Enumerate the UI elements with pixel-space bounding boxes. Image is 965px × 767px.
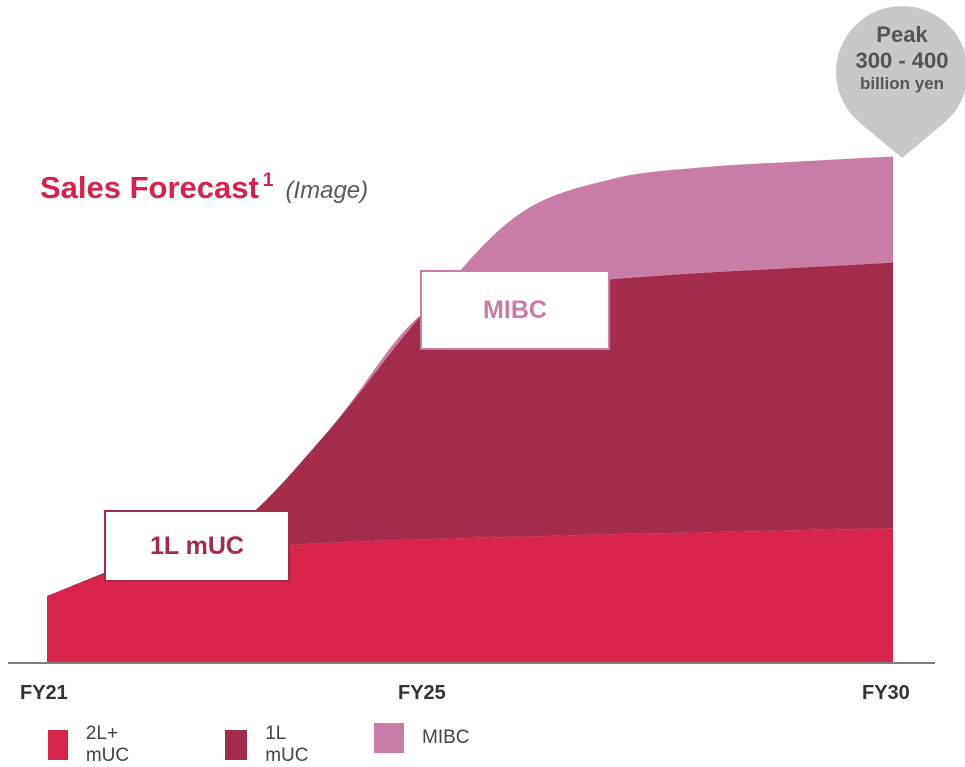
peak-label: Peak <box>876 22 928 47</box>
legend-item-mibc: MIBC <box>374 723 470 753</box>
x-tick-fy30: FY30 <box>862 682 910 704</box>
legend-item-1l-muc: 1L mUC <box>225 723 316 767</box>
legend-label-mibc: MIBC <box>422 727 470 748</box>
peak-callout: Peak 300 - 400 billion yen <box>836 22 965 94</box>
area-mibc <box>47 156 893 596</box>
stacked-areas <box>47 156 893 663</box>
peak-range: 300 - 400 <box>855 47 949 73</box>
legend-swatch-1l-muc <box>225 730 248 760</box>
chart-title-footnote: 1 <box>262 170 274 191</box>
x-tick-fy25: FY25 <box>398 682 446 704</box>
legend-label-2l-muc: 2L+ mUC <box>85 723 130 766</box>
chart-title: Sales Forecast 1 (Image) <box>40 170 368 206</box>
legend-label-1l-muc: 1L mUC <box>265 723 309 766</box>
x-tick-fy21: FY21 <box>20 682 68 704</box>
legend-item-2l-muc: 2L+ mUC <box>48 723 139 767</box>
legend-swatch-2l-muc <box>48 730 68 760</box>
peak-unit: billion yen <box>859 73 945 93</box>
annotation-1l-muc: 1L mUC <box>104 510 290 582</box>
annotation-mibc: MIBC <box>420 270 610 350</box>
legend-swatch-mibc <box>374 723 404 753</box>
chart-title-text: Sales Forecast <box>40 170 259 205</box>
chart-subtitle: (Image) <box>285 177 369 204</box>
peak-marker-shape <box>836 5 965 158</box>
